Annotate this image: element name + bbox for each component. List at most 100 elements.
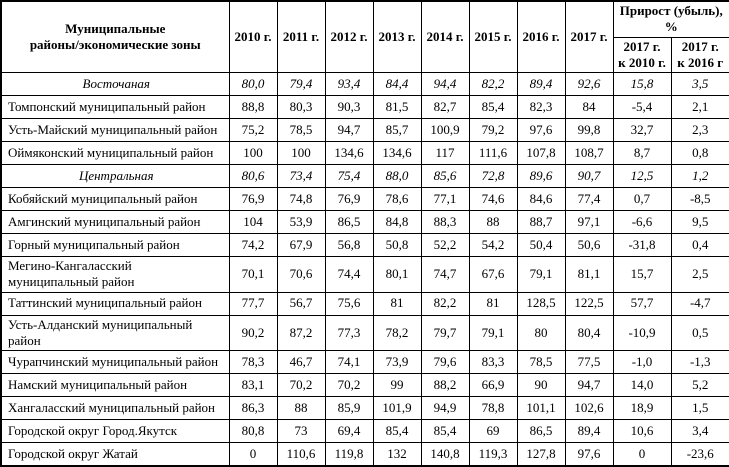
row-label: Центральная — [0, 164, 230, 188]
value-cell: 80,0 — [228, 72, 278, 96]
table-row: Кобяйский муниципальный район 76,9 74,8 76,… — [0, 187, 729, 211]
value-cell: 79,1 — [516, 256, 566, 293]
value-cell: 80 — [516, 314, 566, 351]
value-cell: 81 — [468, 291, 518, 316]
value-cell: 87,2 — [276, 314, 326, 351]
value-cell: 119,3 — [468, 442, 518, 466]
value-cell: 2,5 — [670, 256, 729, 293]
table-row: Чурапчинский муниципальный район 78,3 46,7… — [0, 350, 729, 374]
row-label: Горный муниципальный район — [0, 233, 230, 257]
value-cell: 101,9 — [372, 396, 422, 420]
value-cell: 101,1 — [516, 396, 566, 420]
value-cell: 0,5 — [670, 314, 729, 351]
value-cell: 84 — [564, 95, 614, 119]
table-row: Томпонский муниципальный район 88,8 80,3 90… — [0, 95, 729, 119]
value-cell: 3,5 — [670, 72, 729, 96]
value-cell: 70,1 — [228, 256, 278, 293]
value-cell: 46,7 — [276, 350, 326, 374]
value-cell: 56,8 — [324, 233, 374, 257]
value-cell: 50,6 — [564, 233, 614, 257]
value-cell: 86,5 — [516, 419, 566, 443]
value-cell: 54,2 — [468, 233, 518, 257]
value-cell: 76,9 — [324, 187, 374, 211]
value-cell: 74,4 — [324, 256, 374, 293]
value-cell: 90 — [516, 373, 566, 397]
value-cell: 57,7 — [612, 291, 672, 316]
value-cell: 82,2 — [420, 291, 470, 316]
value-cell: -23,6 — [670, 442, 729, 466]
value-cell: 122,5 — [564, 291, 614, 316]
row-label: Хангаласский муниципальный район — [0, 396, 230, 420]
value-cell: -1,0 — [612, 350, 672, 374]
value-cell: 94,7 — [564, 373, 614, 397]
value-cell: 15,7 — [612, 256, 672, 293]
value-cell: 14,0 — [612, 373, 672, 397]
value-cell: -6,6 — [612, 210, 672, 234]
value-cell: -5,4 — [612, 95, 672, 119]
row-label: Чурапчинский муниципальный район — [0, 350, 230, 374]
value-cell: 74,6 — [468, 187, 518, 211]
value-cell: 77,1 — [420, 187, 470, 211]
value-cell: 79,2 — [468, 118, 518, 142]
value-cell: 85,7 — [372, 118, 422, 142]
value-cell: 32,7 — [612, 118, 672, 142]
zone-row: Центральная 80,6 73,4 75,4 88,0 85,6 72,8 89,6 9… — [0, 164, 729, 188]
value-cell: 56,7 — [276, 291, 326, 316]
value-cell: 90,3 — [324, 95, 374, 119]
value-cell: -10,9 — [612, 314, 672, 351]
value-cell: 69,4 — [324, 419, 374, 443]
value-cell: 9,5 — [670, 210, 729, 234]
row-label: Городской округ Жатай — [0, 442, 230, 466]
value-cell: 77,3 — [324, 314, 374, 351]
value-cell: 81,1 — [564, 256, 614, 293]
header-year-2010: 2010 г. — [228, 0, 278, 73]
value-cell: 75,2 — [228, 118, 278, 142]
value-cell: 111,6 — [468, 141, 518, 165]
value-cell: 80,3 — [276, 95, 326, 119]
value-cell: 100 — [276, 141, 326, 165]
value-cell: 12,5 — [612, 164, 672, 188]
value-cell: 110,6 — [276, 442, 326, 466]
value-cell: 0,8 — [670, 141, 729, 165]
value-cell: 97,6 — [564, 442, 614, 466]
header-year-2017: 2017 г. — [564, 0, 614, 73]
row-label: Городской округ Город.Якутск — [0, 419, 230, 443]
value-cell: 86,3 — [228, 396, 278, 420]
value-cell: 94,4 — [420, 72, 470, 96]
value-cell: 90,7 — [564, 164, 614, 188]
table-row: Усть-Майский муниципальный район 75,2 78,5… — [0, 118, 729, 142]
row-label: Усть-Алданский муниципальный район — [0, 314, 230, 351]
value-cell: 127,8 — [516, 442, 566, 466]
value-cell: 97,6 — [516, 118, 566, 142]
table-row: Горный муниципальный район 74,2 67,9 56,8 50… — [0, 233, 729, 257]
value-cell: 80,1 — [372, 256, 422, 293]
value-cell: 94,9 — [420, 396, 470, 420]
value-cell: 52,2 — [420, 233, 470, 257]
table-row: Оймяконский муниципальный район 100 100 134… — [0, 141, 729, 165]
value-cell: 88,8 — [228, 95, 278, 119]
value-cell: 75,4 — [324, 164, 374, 188]
value-cell: 84,6 — [516, 187, 566, 211]
value-cell: 3,4 — [670, 419, 729, 443]
zone-row: Восточаная 80,0 79,4 93,4 84,4 94,4 82,2 89,4 92… — [0, 72, 729, 96]
value-cell: 76,9 — [228, 187, 278, 211]
value-cell: 70,2 — [276, 373, 326, 397]
header-growth-title: Прирост (убыль), % — [612, 0, 729, 38]
table-header: Муниципальные районы/экономические зоны … — [0, 0, 729, 73]
value-cell: 88 — [276, 396, 326, 420]
row-label: Оймяконский муниципальный район — [0, 141, 230, 165]
value-cell: 83,3 — [468, 350, 518, 374]
value-cell: 8,7 — [612, 141, 672, 165]
value-cell: 0 — [228, 442, 278, 466]
table-row: Таттинский муниципальный район 77,7 56,7 75… — [0, 291, 729, 316]
header-year-2015: 2015 г. — [468, 0, 518, 73]
value-cell: 74,8 — [276, 187, 326, 211]
value-cell: 94,7 — [324, 118, 374, 142]
value-cell: 99 — [372, 373, 422, 397]
value-cell: 77,4 — [564, 187, 614, 211]
header-growth-2017-2010: 2017 г. к 2010 г. — [612, 36, 672, 73]
table-body: Восточаная 80,0 79,4 93,4 84,4 94,4 82,2 89,4 92… — [0, 72, 729, 466]
value-cell: 78,8 — [468, 396, 518, 420]
value-cell: 69 — [468, 419, 518, 443]
